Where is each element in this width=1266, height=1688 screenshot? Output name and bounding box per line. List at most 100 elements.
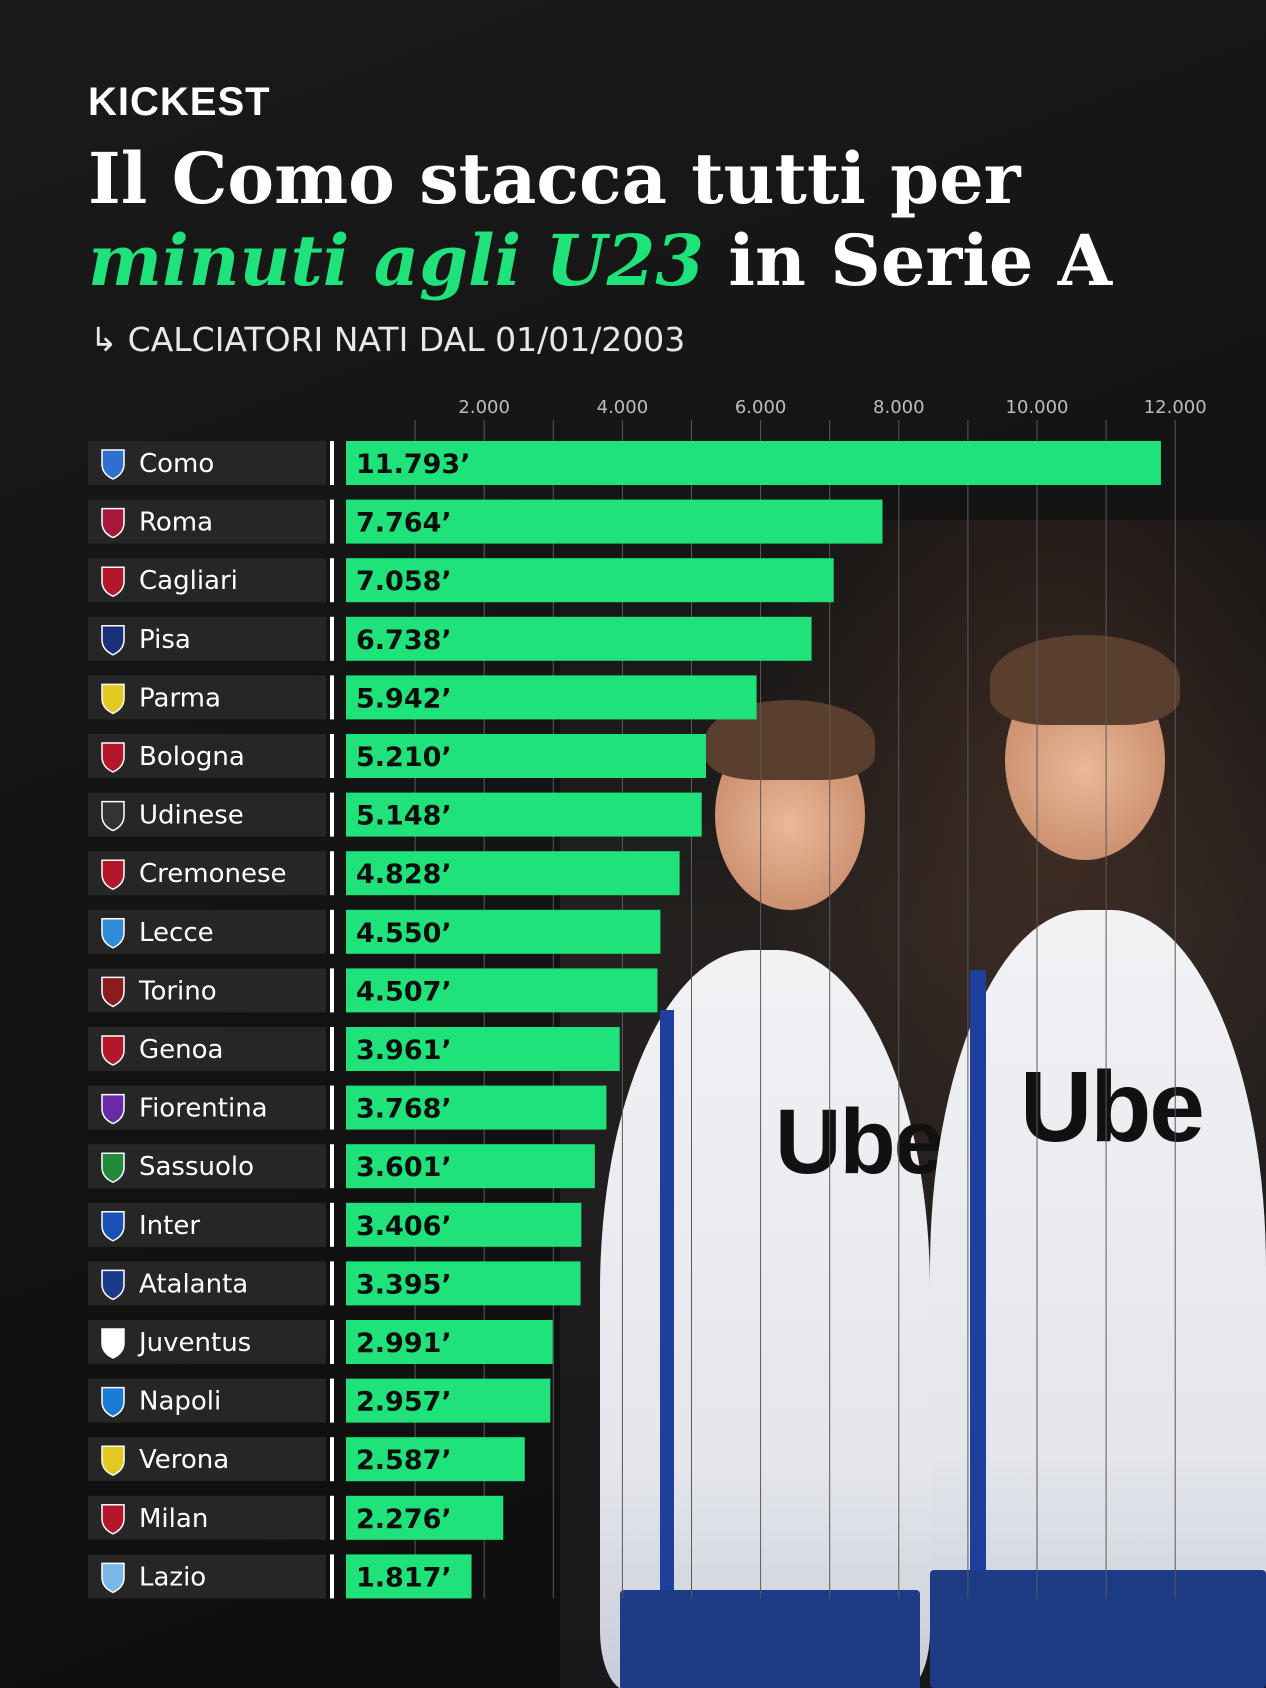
team-label-box [88,851,326,896]
subtitle: ↳ CALCIATORI NATI DAL 01/01/2003 [90,320,685,359]
team-label-box [88,1144,326,1189]
team-label-box [88,616,326,661]
napoli-crest-icon [101,1386,125,1418]
axis-separator [330,1085,334,1130]
bar-value-label: 1.817’ [356,1562,452,1593]
chart-row: Lecce 4.550’ [88,909,661,954]
axis-separator [330,792,334,837]
team-label-box [88,1378,326,1423]
team-label: Napoli [139,1387,221,1417]
team-label: Cagliari [139,566,238,596]
bar-value-label: 3.395’ [356,1269,452,1300]
como-crest-icon [101,449,125,480]
axis-separator [330,1378,334,1423]
bar [346,968,658,1013]
team-label: Sassuolo [139,1152,254,1182]
team-label-box [88,1085,326,1130]
parma-crest-icon [101,683,125,715]
verona-crest-icon [101,1445,125,1477]
x-tick-label: 12.000 [1144,397,1207,418]
bar [346,1378,551,1423]
bar [346,675,757,720]
bar-value-label: 4.828’ [356,859,452,890]
bar [346,441,1161,485]
juventus-crest-icon [101,1328,125,1359]
bar-value-label: 3.768’ [356,1094,452,1125]
team-label: Genoa [139,1035,223,1065]
chart-row: Inter 3.406’ [88,1202,582,1247]
axis-separator [330,1261,334,1306]
team-label-box [88,1495,326,1540]
bar-value-label: 7.764’ [356,508,452,539]
chart-row: Genoa 3.961’ [88,1027,620,1071]
axis-separator [330,1027,334,1071]
title-line-2-rest: in Serie A [704,219,1113,302]
bar-value-label: 4.550’ [356,918,452,949]
bar [346,734,707,778]
chart-row: Napoli 2.957’ [88,1378,551,1423]
players-photo: Ube Ube [560,520,1266,1688]
milan-crest-icon [101,1504,125,1535]
chart-row: Cremonese 4.828’ [88,851,680,896]
bar [346,616,812,661]
cremonese-crest-icon [101,859,125,891]
bar-value-label: 11.793’ [356,449,470,480]
team-label-box [88,734,326,778]
bar-value-label: 4.507’ [356,976,452,1007]
chart-x-ticks: 2.000 4.000 6.000 8.000 10.000 12.000 [458,397,1206,418]
axis-separator [330,1202,334,1247]
axis-separator [330,734,334,778]
team-label: Lecce [139,918,214,948]
team-label: Como [139,449,214,479]
bar-value-label: 7.058’ [356,566,452,597]
axis-separator [330,1320,334,1364]
x-tick-label: 4.000 [597,397,649,418]
bar-value-label: 3.601’ [356,1152,452,1183]
team-label: Atalanta [139,1269,248,1299]
team-label-box [88,968,326,1013]
bar [346,1261,581,1306]
bar-value-label: 2.991’ [356,1328,452,1359]
chart-row: Cagliari 7.058’ [88,558,834,603]
team-label-box [88,441,326,485]
bar [346,1202,582,1247]
team-label: Pisa [139,625,191,655]
chart-row: Sassuolo 3.601’ [88,1144,595,1189]
team-label-box [88,1554,326,1599]
bar-value-label: 2.587’ [356,1445,452,1476]
bar [346,558,834,603]
bar [346,1320,553,1364]
chart-row: Lazio 1.817’ [88,1554,472,1599]
fiorentina-crest-icon [101,1093,125,1125]
cagliari-crest-icon [101,566,125,598]
x-tick-label: 6.000 [735,397,787,418]
team-label-box [88,558,326,603]
axis-separator [330,1144,334,1189]
axis-separator [330,1495,334,1540]
team-label: Torino [138,976,217,1006]
roma-crest-icon [101,507,125,539]
chart-row: Milan 2.276’ [88,1495,504,1540]
bar [346,1027,620,1071]
chart-row: Torino 4.507’ [88,968,658,1013]
team-label: Inter [139,1211,200,1241]
bar [346,792,702,837]
team-label: Milan [139,1504,208,1534]
chart-row: Bologna 5.210’ [88,734,707,778]
team-label-box [88,675,326,720]
axis-separator [330,851,334,896]
bar [346,1495,504,1540]
team-label-box [88,909,326,954]
lecce-crest-icon [101,918,125,949]
bar-value-label: 5.942’ [356,683,452,714]
team-label: Roma [139,508,213,538]
chart-row: Roma 7.764’ [88,499,883,544]
bar [346,1085,607,1130]
bar-value-label: 3.961’ [356,1035,452,1066]
lazio-crest-icon [101,1562,125,1594]
sassuolo-crest-icon [101,1152,125,1184]
chart-row: Pisa 6.738’ [88,616,812,661]
pisa-crest-icon [101,625,125,656]
